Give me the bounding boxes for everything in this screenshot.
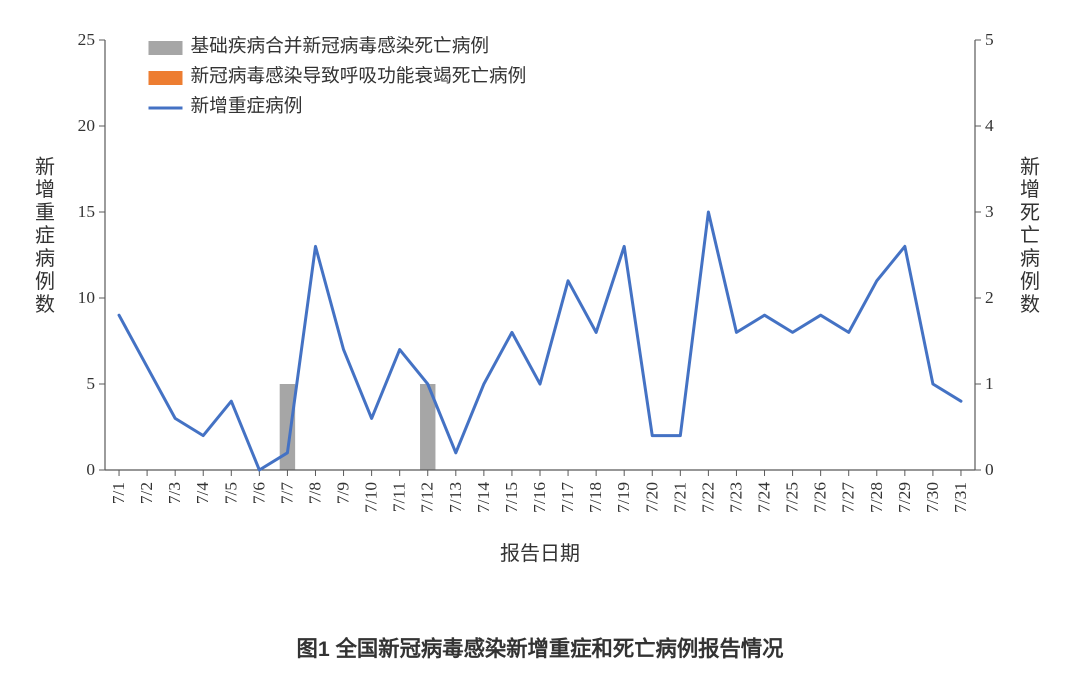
x-tick-label: 7/15 <box>502 482 521 513</box>
x-tick-label: 7/12 <box>418 482 437 513</box>
x-tick-label: 7/16 <box>530 482 549 513</box>
yleft-axis-label: 症 <box>35 224 55 247</box>
x-tick-label: 7/13 <box>446 482 465 513</box>
legend-swatch <box>149 71 183 85</box>
combo-chart: 0 5 10 15 20 25 0 1 2 3 4 5 7/1 7/2 7/3 7/4 7/5 7/6 7/7 7/8… <box>0 0 1080 681</box>
yleft-tick-label: 10 <box>78 288 95 307</box>
x-tick-label: 7/18 <box>586 482 605 513</box>
yleft-tick-label: 25 <box>78 30 95 49</box>
x-tick-label: 7/10 <box>362 482 381 513</box>
yleft-tick-label: 0 <box>86 460 95 479</box>
x-tick-label: 7/30 <box>923 482 942 513</box>
yright-axis-label: 死 <box>1020 202 1040 224</box>
x-tick-label: 7/31 <box>951 482 970 513</box>
yright-axis-label: 亡 <box>1020 224 1040 247</box>
yleft-tick-label: 15 <box>78 202 95 221</box>
x-tick-label: 7/28 <box>867 482 886 513</box>
x-tick-label: 7/20 <box>642 482 661 513</box>
x-tick-label: 7/4 <box>193 482 212 504</box>
yright-tick-label: 1 <box>985 374 994 393</box>
x-tick-label: 7/26 <box>811 482 830 513</box>
x-tick-label: 7/27 <box>839 482 858 513</box>
x-axis-label: 报告日期 <box>500 542 580 565</box>
yright-tick-label: 5 <box>985 30 994 49</box>
x-tick-label: 7/3 <box>165 482 184 504</box>
x-tick-label: 7/5 <box>221 482 240 504</box>
yleft-tick-label: 20 <box>78 116 95 135</box>
yright-axis-label: 病 <box>1020 247 1040 270</box>
legend-label: 新冠病毒感染导致呼吸功能衰竭死亡病例 <box>191 66 527 87</box>
x-tick-label: 7/24 <box>755 482 774 513</box>
yright-axis-label: 增 <box>1020 178 1040 201</box>
x-tick-label: 7/21 <box>670 482 689 513</box>
legend-label: 基础疾病合并新冠病毒感染死亡病例 <box>191 36 490 57</box>
yright-tick-label: 2 <box>985 288 994 307</box>
yright-axis-label: 新 <box>1020 155 1040 178</box>
yright-tick-label: 0 <box>985 460 994 479</box>
x-tick-label: 7/14 <box>474 482 493 513</box>
x-tick-label: 7/29 <box>895 482 914 513</box>
yright-tick-label: 4 <box>985 116 994 135</box>
legend-label: 新增重症病例 <box>191 96 303 117</box>
x-tick-label: 7/9 <box>334 482 353 504</box>
yright-axis-label: 例 <box>1020 270 1040 293</box>
x-tick-label: 7/17 <box>558 482 577 513</box>
yleft-tick-label: 5 <box>86 374 95 393</box>
figure-caption: 图1 全国新冠病毒感染新增重症和死亡病例报告情况 <box>0 632 1080 663</box>
yright-axis-label: 数 <box>1020 293 1040 316</box>
figure: 0 5 10 15 20 25 0 1 2 3 4 5 7/1 7/2 7/3 7/4 7/5 7/6 7/7 7/8… <box>0 0 1080 681</box>
yleft-axis-label: 数 <box>35 293 55 316</box>
x-tick-label: 7/6 <box>249 482 268 504</box>
yleft-axis-label: 新 <box>35 155 55 178</box>
x-tick-label: 7/7 <box>277 482 296 504</box>
yright-tick-label: 3 <box>985 202 994 221</box>
yleft-axis-label: 增 <box>35 178 55 201</box>
yleft-axis-label: 重 <box>35 201 55 224</box>
x-tick-label: 7/1 <box>109 482 128 504</box>
x-tick-label: 7/2 <box>137 482 156 504</box>
x-tick-label: 7/19 <box>614 482 633 513</box>
x-tick-label: 7/11 <box>390 482 409 512</box>
legend-swatch <box>149 41 183 55</box>
x-tick-label: 7/22 <box>698 482 717 513</box>
x-tick-label: 7/8 <box>305 482 324 504</box>
x-tick-label: 7/25 <box>783 482 802 513</box>
x-tick-label: 7/23 <box>726 482 745 513</box>
yleft-axis-label: 病 <box>35 247 55 270</box>
yleft-axis-label: 例 <box>35 270 55 293</box>
